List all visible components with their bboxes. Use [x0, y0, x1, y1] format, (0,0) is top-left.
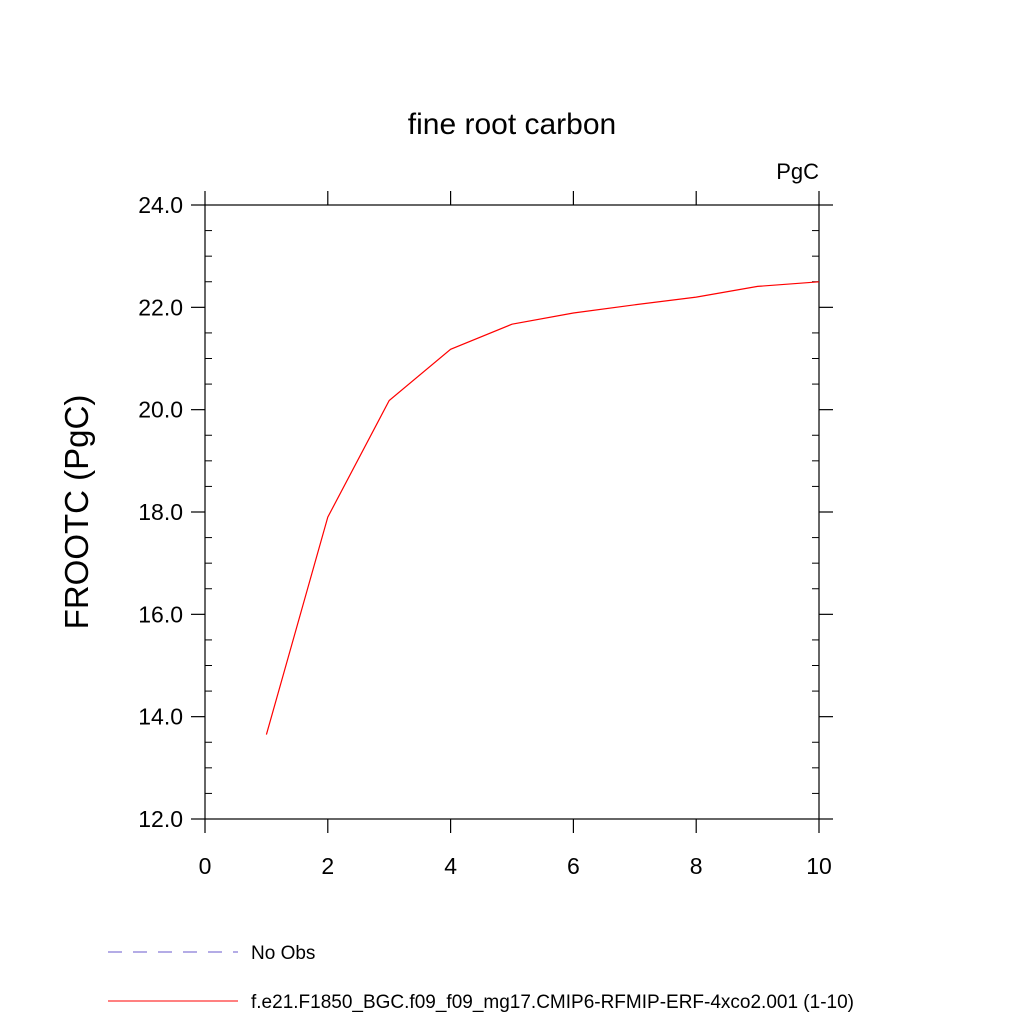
- y-tick-label: 12.0: [138, 806, 183, 832]
- y-tick-label: 14.0: [138, 704, 183, 730]
- x-tick-label: 2: [321, 853, 334, 879]
- legend-label: No Obs: [251, 943, 315, 964]
- x-tick-label: 0: [199, 853, 212, 879]
- units-label: PgC: [776, 159, 819, 184]
- y-tick-label: 18.0: [138, 499, 183, 525]
- y-tick-label: 24.0: [138, 192, 183, 218]
- x-tick-label: 8: [690, 853, 703, 879]
- y-tick-label: 22.0: [138, 294, 183, 320]
- y-tick-label: 20.0: [138, 397, 183, 423]
- x-tick-label: 10: [806, 853, 832, 879]
- y-axis-label: FROOTC (PgC): [58, 395, 95, 630]
- x-tick-label: 4: [444, 853, 457, 879]
- series-line: [265, 281, 820, 735]
- series-layer: [265, 281, 820, 735]
- chart-title: fine root carbon: [408, 108, 616, 141]
- y-tick-label: 16.0: [138, 601, 183, 627]
- x-tick-label: 6: [567, 853, 580, 879]
- plot-frame: [204, 204, 820, 820]
- ticks-layer: 0 2 4 6 8 10 12.0 14.0 16.0 18.0 20.0 22.0 24.0: [138, 191, 833, 879]
- legend: No Obs f.e21.F1850_BGC.f09_f09_mg17.CMIP6…: [108, 943, 854, 1013]
- legend-label: f.e21.F1850_BGC.f09_f09_mg17.CMIP6-RFMIP…: [251, 992, 854, 1013]
